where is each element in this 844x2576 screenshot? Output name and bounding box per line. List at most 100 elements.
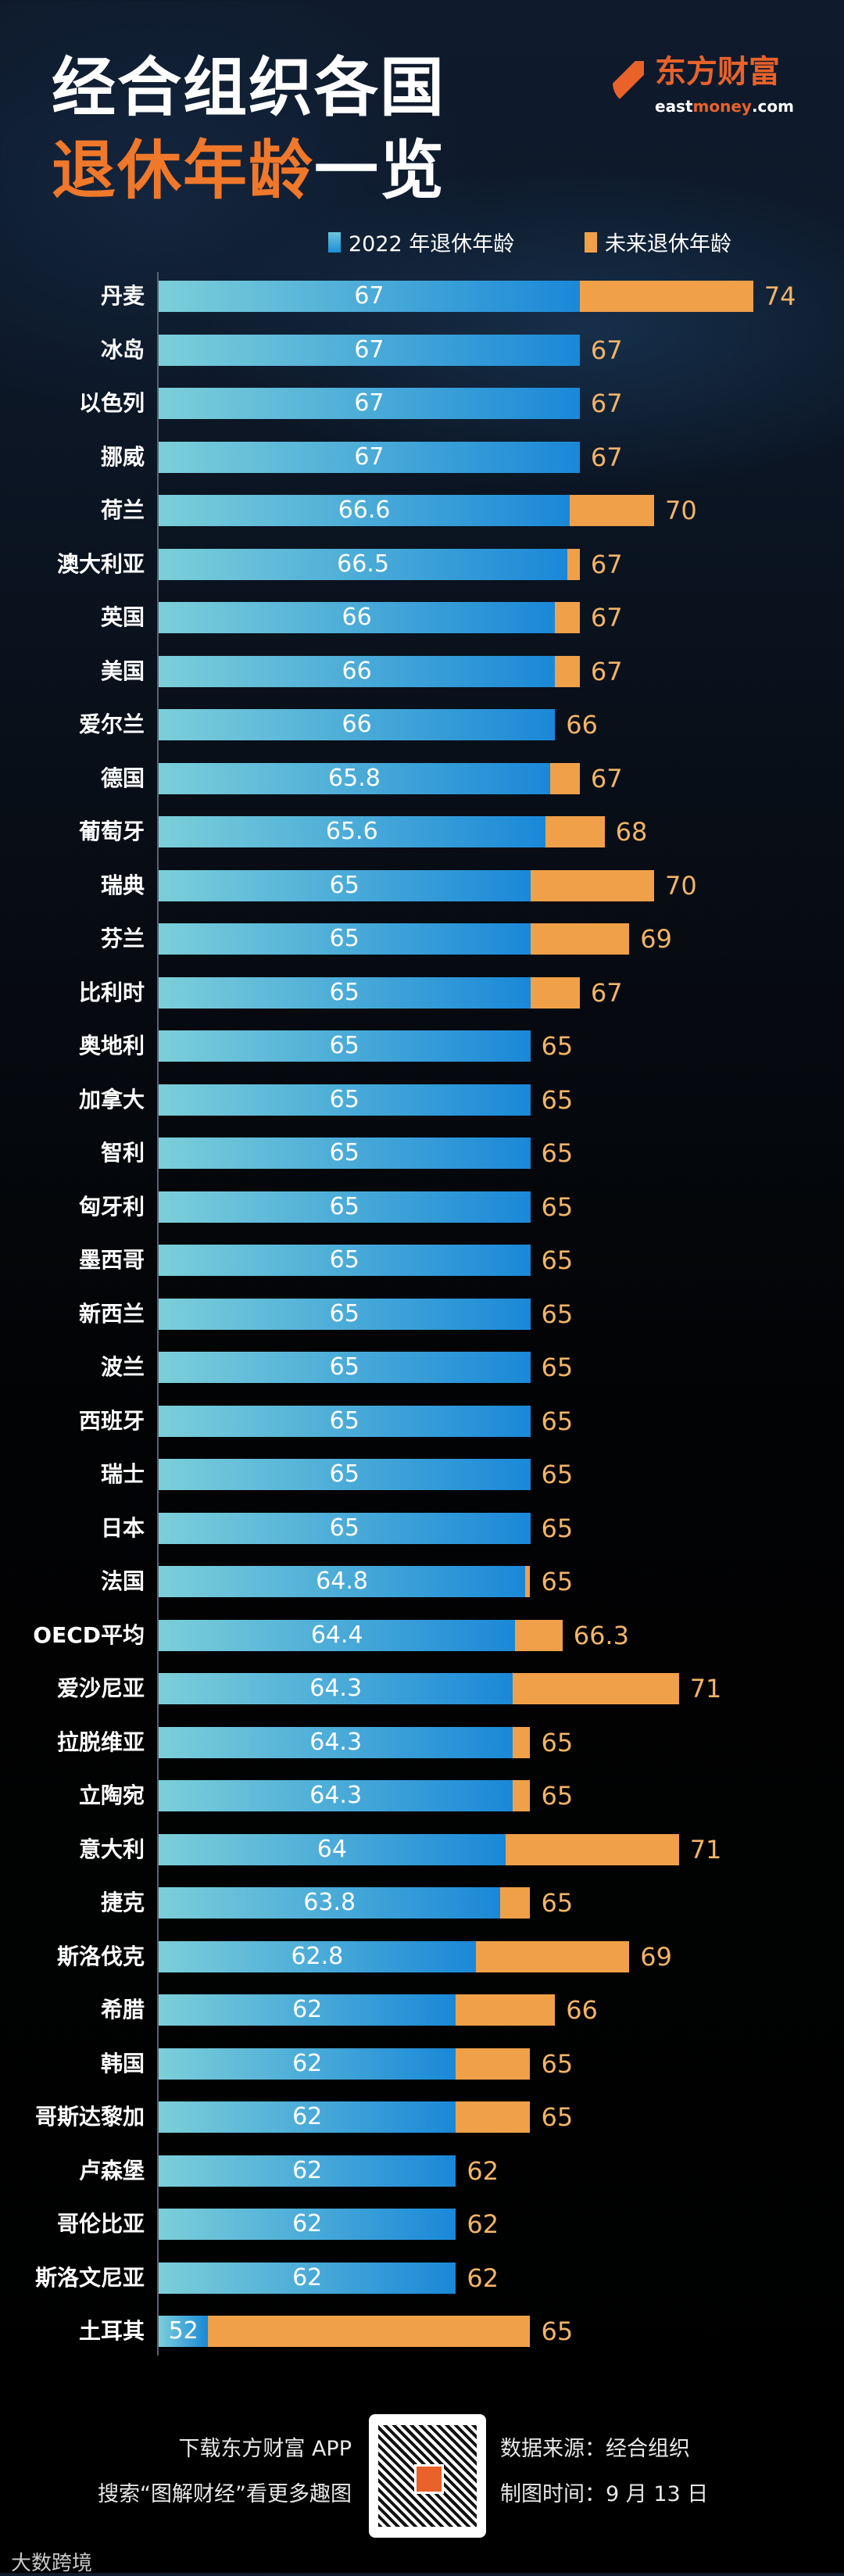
future-value-label: 65: [541, 1406, 574, 1436]
bar-current: [159, 1138, 531, 1169]
future-value-label: 65: [541, 2048, 574, 2079]
bar-current: [159, 388, 580, 419]
future-value-label: 68: [615, 817, 648, 847]
country-label: 意大利: [78, 1836, 145, 1862]
bar-future: [505, 1833, 679, 1865]
bar-current: [159, 816, 545, 847]
future-value-label: 67: [590, 977, 623, 1008]
bar-current: [159, 1245, 531, 1276]
future-value-label: 65: [541, 1888, 574, 1918]
logo-en: eastmoney.com: [655, 97, 794, 116]
future-value-label: 65: [541, 2102, 574, 2132]
watermark: 大数跨境: [11, 2552, 93, 2575]
country-label: 哥伦比亚: [56, 2211, 145, 2237]
bar-current: [159, 1940, 476, 1972]
current-value-label: 65: [329, 1299, 359, 1327]
bar-current: [159, 1726, 513, 1758]
bar-current: [159, 1780, 513, 1811]
current-value-label: 67: [354, 389, 384, 417]
future-value-label: 67: [590, 389, 623, 418]
bar-future: [530, 923, 630, 955]
eastmoney-logo: 东方财富 eastmoney.com: [610, 55, 836, 120]
country-label: 爱沙尼亚: [56, 1675, 145, 1701]
future-value-label: 67: [590, 656, 623, 686]
bar-row: 瑞典 65 70: [0, 869, 844, 901]
bar-row: 爱沙尼亚 64.3 71: [0, 1673, 844, 1704]
bar-current: [159, 548, 568, 580]
logo-wing-icon: [613, 61, 644, 105]
bar-current: [159, 495, 570, 526]
title-line-1: 经合组织各国: [52, 51, 446, 125]
bar-future: [549, 762, 580, 794]
bar-row: 拉脱维亚 64.3 65: [0, 1726, 844, 1758]
bar-future: [515, 1619, 563, 1651]
country-label: 土耳其: [78, 2318, 145, 2344]
bar-row: 加拿大 65 65: [0, 1084, 844, 1116]
country-label: 法国: [100, 1568, 145, 1594]
current-value-label: 66: [342, 657, 372, 685]
bar-row: 澳大利亚 66.5 67: [0, 548, 844, 580]
country-label: 拉脱维亚: [56, 1729, 145, 1755]
bar-row: 瑞士 65 65: [0, 1459, 844, 1490]
bar-row: 波兰 65 65: [0, 1352, 844, 1383]
current-value-label: 64.8: [316, 1567, 368, 1595]
bar-row: 以色列 67 67: [0, 388, 844, 419]
current-value-label: 62: [292, 2156, 323, 2184]
bar-current: [159, 655, 556, 687]
country-label: 美国: [100, 657, 145, 684]
bar-future: [456, 1994, 556, 2026]
country-label: 韩国: [100, 2050, 145, 2076]
legend-label-current: 2022 年退休年龄: [349, 232, 515, 256]
bar-row: 葡萄牙 65.6 68: [0, 816, 844, 847]
bar-current: [159, 1673, 513, 1704]
bar-future: [579, 281, 753, 312]
future-value-label: 65: [541, 2316, 574, 2346]
current-value-label: 65: [329, 871, 359, 899]
bar-row: 新西兰 65 65: [0, 1298, 844, 1330]
logo-cn: 东方财富: [655, 54, 780, 90]
future-value-label: 65: [541, 1299, 574, 1329]
bar-row: 意大利 64 71: [0, 1833, 844, 1865]
bar-current: [159, 923, 531, 955]
current-value-label: 64.4: [310, 1621, 363, 1649]
legend-label-future: 未来退休年龄: [605, 232, 731, 256]
bar-future: [456, 2048, 531, 2080]
footer-download: 下载东方财富 APP: [178, 2437, 352, 2461]
current-value-label: 65: [329, 1192, 359, 1220]
current-value-label: 66: [342, 711, 372, 738]
bar-row: 匈牙利 65 65: [0, 1191, 844, 1223]
current-value-label: 65: [329, 1406, 359, 1435]
country-label: 智利: [100, 1140, 145, 1166]
bar-current: [159, 1833, 506, 1865]
future-value-label: 71: [689, 1834, 722, 1865]
current-value-label: 62: [292, 1996, 323, 2023]
bar-current: [159, 2101, 456, 2133]
bar-current: [159, 762, 550, 794]
country-label: 德国: [100, 765, 145, 791]
title-line-2: 退休年龄一览: [52, 139, 445, 203]
bar-future: [513, 1780, 531, 1811]
legend-swatch-current: [328, 231, 341, 253]
country-label: 新西兰: [78, 1300, 145, 1327]
bar-row: 立陶宛 64.3 65: [0, 1780, 844, 1811]
bar-current: [159, 1352, 531, 1383]
country-label: 澳大利亚: [56, 550, 145, 577]
bar-future: [555, 602, 580, 633]
country-label: 奥地利: [78, 1033, 145, 1059]
bar-row: 哥伦比亚 62 62: [0, 2209, 844, 2240]
country-label: 挪威: [100, 443, 145, 470]
future-value-label: 67: [590, 763, 623, 794]
country-label: 荷兰: [100, 497, 145, 523]
country-label: 加拿大: [78, 1086, 145, 1112]
future-value-label: 66.3: [573, 1620, 629, 1650]
current-value-label: 63.8: [303, 1889, 356, 1916]
future-value-label: 66: [566, 710, 598, 740]
footer-search: 搜索“图解财经”看更多趣图: [98, 2482, 352, 2506]
bar-row: 斯洛伐克 62.8 69: [0, 1940, 844, 1972]
bar-row: 智利 65 65: [0, 1138, 844, 1169]
future-value-label: 66: [566, 1995, 598, 2025]
logo-en-pre: east: [655, 97, 693, 116]
future-value-label: 65: [541, 1513, 574, 1543]
country-label: 瑞士: [100, 1461, 145, 1487]
future-value-label: 65: [541, 1138, 574, 1168]
